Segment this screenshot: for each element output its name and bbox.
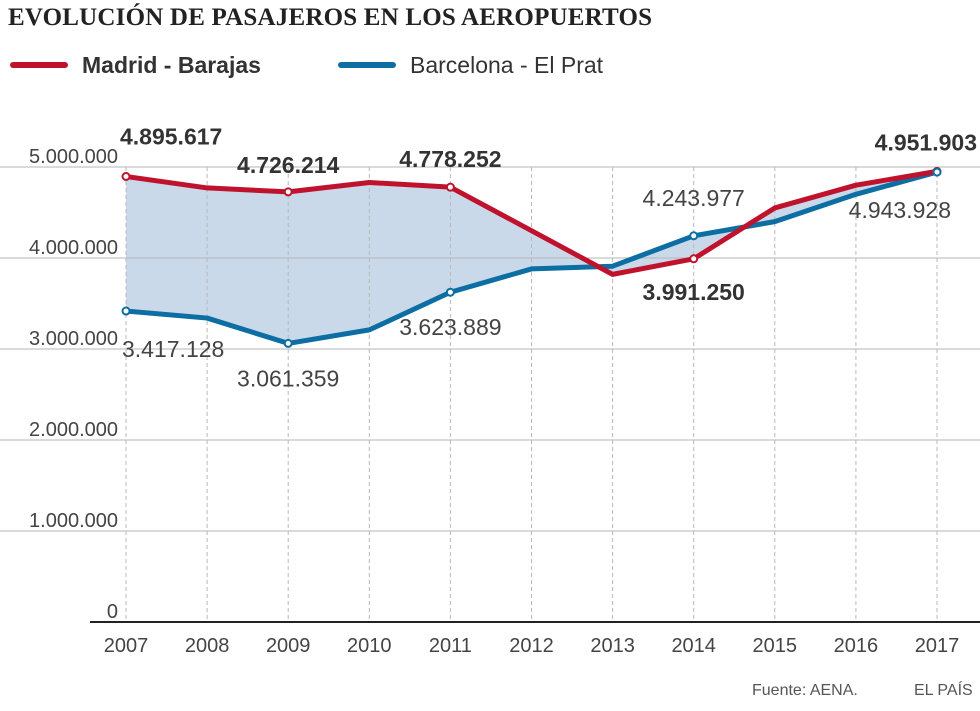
x-tick-label-2015: 2015 (753, 635, 798, 657)
chart-title: EVOLUCIÓN DE PASAJEROS EN LOS AEROPUERTO… (8, 4, 653, 31)
data-label-madrid-2009: 4.726.214 (237, 152, 340, 178)
y-tick-label-1: 1.000.000 (29, 510, 118, 532)
y-tick-label-2: 2.000.000 (29, 419, 118, 441)
legend-label-barcelona: Barcelona - El Prat (410, 51, 604, 78)
marker-barcelona-2014 (689, 231, 699, 241)
x-tick-label-2014: 2014 (671, 635, 716, 657)
y-tick-label-0: 0 (107, 601, 118, 623)
y-tick-label-4: 4.000.000 (29, 237, 118, 259)
x-tick-label-2016: 2016 (834, 635, 879, 657)
marker-barcelona-2009 (283, 338, 293, 348)
marker-madrid-2009 (283, 187, 293, 197)
data-label-barcelona-2011: 3.623.889 (399, 314, 501, 340)
data-label-madrid-2011: 4.778.252 (399, 146, 501, 172)
y-tick-label-3: 3.000.000 (29, 328, 118, 350)
marker-madrid-2007 (121, 171, 131, 181)
marker-barcelona-2007 (121, 306, 131, 316)
data-label-madrid-2014: 3.991.250 (643, 279, 745, 305)
data-label-barcelona-2014: 4.243.977 (643, 185, 745, 211)
credit-note: EL PAÍS (914, 682, 973, 699)
x-tick-label-2007: 2007 (104, 635, 149, 657)
marker-barcelona-2017 (932, 167, 942, 177)
y-tick-label-5: 5.000.000 (29, 146, 118, 168)
marker-madrid-2014 (689, 254, 699, 264)
x-tick-label-2012: 2012 (509, 635, 554, 657)
data-label-barcelona-2009: 3.061.359 (237, 365, 339, 391)
x-tick-label-2013: 2013 (590, 635, 635, 657)
series-line-madrid (123, 168, 940, 277)
series-line-barcelona (123, 169, 940, 346)
data-label-barcelona-2017: 4.943.928 (849, 197, 951, 223)
area-between-series (126, 171, 937, 344)
legend-item-madrid: Madrid - Barajas (10, 50, 261, 80)
data-label-barcelona-2007: 3.417.128 (122, 336, 224, 362)
data-label-madrid-2007: 4.895.617 (120, 123, 222, 149)
x-tick-label-2017: 2017 (915, 635, 960, 657)
marker-barcelona-2011 (445, 287, 455, 297)
source-note: Fuente: AENA. (752, 682, 858, 699)
x-tick-label-2009: 2009 (266, 635, 311, 657)
x-tick-label-2008: 2008 (185, 635, 230, 657)
x-tick-label-2011: 2011 (429, 635, 472, 657)
legend-item-barcelona: Barcelona - El Prat (338, 50, 603, 80)
marker-madrid-2011 (445, 182, 455, 192)
legend-swatch-madrid (10, 62, 68, 68)
x-tick-label-2010: 2010 (347, 635, 392, 657)
legend-label-madrid: Madrid - Barajas (82, 51, 261, 78)
data-label-madrid-2017: 4.951.903 (875, 129, 977, 155)
legend-swatch-barcelona (338, 62, 396, 68)
